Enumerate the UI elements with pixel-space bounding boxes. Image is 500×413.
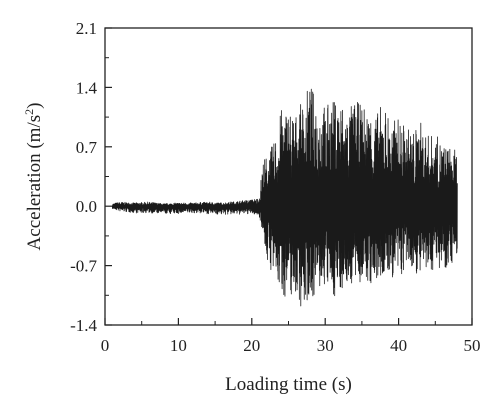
x-tick-label: 10 (170, 336, 187, 355)
x-tick-label: 0 (101, 336, 110, 355)
y-axis-title-close: ) (24, 103, 45, 109)
y-axis-title: Acceleration (m/s2) (22, 103, 45, 251)
x-axis-title: Loading time (s) (225, 374, 352, 395)
y-axis-title-main: Acceleration (m/s (24, 115, 45, 251)
x-tick-label: 50 (464, 336, 481, 355)
x-axis: 0 10 20 30 40 50 (101, 318, 481, 355)
y-tick-label: -1.4 (70, 316, 97, 335)
y-tick-label: 0.0 (76, 197, 97, 216)
y-axis: -1.4 -0.7 0.0 0.7 1.4 2.1 (70, 19, 112, 335)
y-tick-label: 1.4 (76, 78, 98, 97)
x-tick-label: 20 (243, 336, 260, 355)
x-tick-label: 30 (317, 336, 334, 355)
y-tick-label: 0.7 (76, 138, 98, 157)
acceleration-series-line (111, 88, 458, 307)
y-tick-label: -0.7 (70, 257, 97, 276)
y-axis-title-superscript: 2 (22, 109, 36, 115)
acceleration-signal (111, 88, 458, 307)
y-tick-label: 2.1 (76, 19, 97, 38)
x-tick-label: 40 (390, 336, 407, 355)
